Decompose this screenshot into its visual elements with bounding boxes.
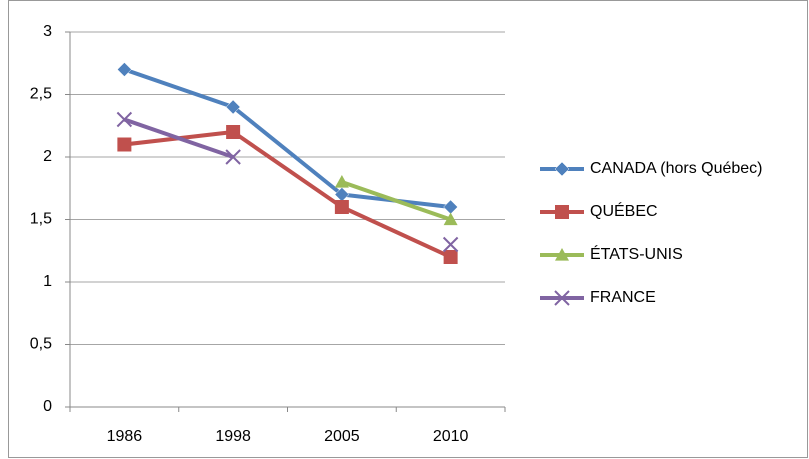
marker [116,111,133,128]
legend-marker [554,290,570,306]
y-tick-label: 1,5 [30,211,52,228]
series-line [341,180,452,222]
marker [225,149,241,165]
y-tick-label: 2,5 [30,86,52,103]
legend-label: QUÉBEC [590,201,658,220]
x-tick-label: 2010 [433,428,469,445]
x-tick-label: 1986 [107,428,143,445]
y-tick-label: 0,5 [30,336,52,353]
legend-marker [555,248,569,261]
legend-label: FRANCE [590,289,656,306]
marker [225,99,241,115]
legend-marker [555,205,569,219]
legend-label: CANADA (hors Québec) [590,160,763,177]
marker [442,236,459,253]
y-tick-label: 3 [43,23,52,40]
marker [443,250,458,264]
y-tick-label: 2 [43,148,52,165]
y-tick-label: 0 [43,398,52,415]
marker [334,175,349,188]
marker [334,200,349,214]
y-tick-label: 1 [43,273,52,290]
marker [117,62,132,77]
x-tick-label: 1998 [215,428,251,445]
marker [226,125,241,139]
legend-marker [554,161,570,177]
x-tick-label: 2005 [324,428,360,445]
marker [443,212,458,226]
series-line [124,130,452,259]
legend-label: ÉTATS-UNIS [590,244,683,263]
marker [117,137,132,152]
